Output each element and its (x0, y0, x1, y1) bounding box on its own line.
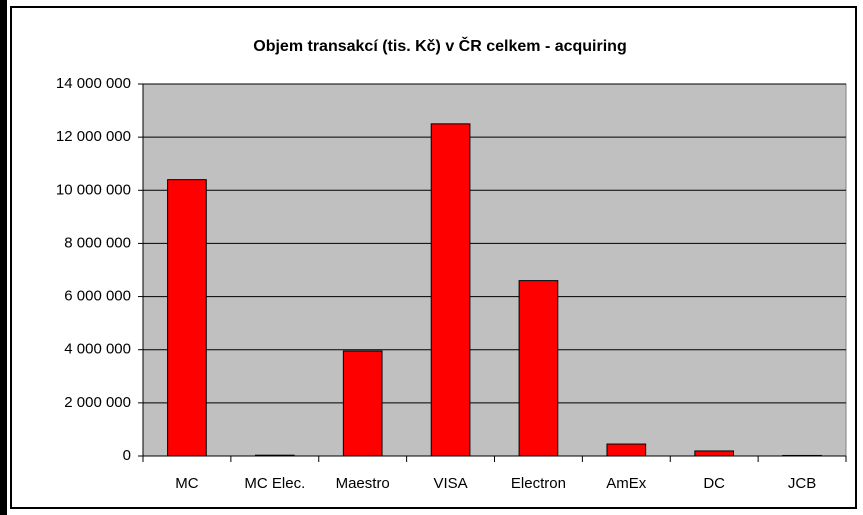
y-tick-label: 8 000 000 (64, 234, 131, 251)
x-tick-label: DC (703, 475, 725, 492)
y-tick-label: 2 000 000 (64, 394, 131, 411)
bar (694, 450, 735, 457)
bar (342, 350, 383, 457)
window-edge (0, 0, 7, 515)
y-tick-label: 12 000 000 (56, 128, 131, 145)
bar (430, 123, 471, 457)
y-tick-label: 4 000 000 (64, 341, 131, 358)
x-tick-label: VISA (433, 475, 467, 492)
y-tick-label: 6 000 000 (64, 288, 131, 305)
x-tick-label: MC (175, 475, 198, 492)
bar (518, 280, 559, 457)
plot-area (142, 83, 847, 457)
x-tick-label: Maestro (336, 475, 390, 492)
y-tick-label: 14 000 000 (56, 75, 131, 92)
x-tick-label: AmEx (606, 475, 647, 492)
y-tick-label: 10 000 000 (56, 181, 131, 198)
bar (606, 443, 647, 457)
x-tick-label: Electron (511, 475, 566, 492)
chart-title: Objem transakcí (tis. Kč) v ČR celkem - … (253, 36, 626, 55)
x-tick-label: JCB (788, 475, 816, 492)
x-tick-label: MC Elec. (244, 475, 305, 492)
y-tick-label: 0 (123, 447, 131, 464)
bar (167, 179, 207, 457)
